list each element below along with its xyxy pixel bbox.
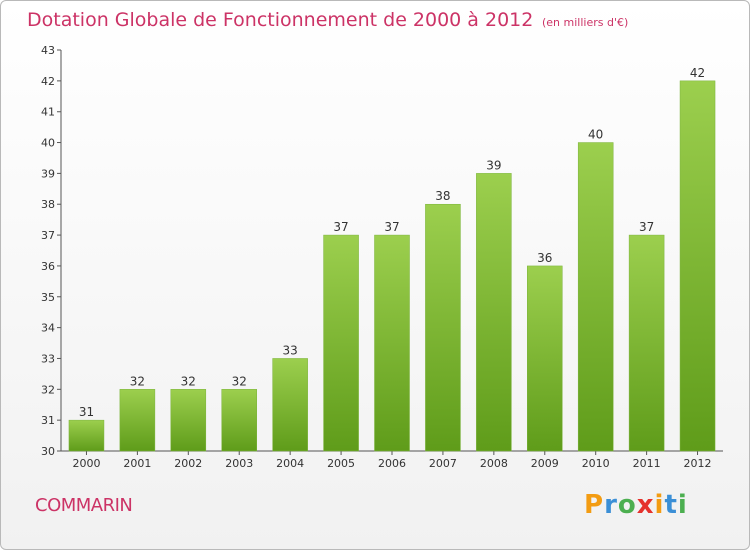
value-label-2012: 42 bbox=[690, 66, 705, 80]
bars bbox=[68, 80, 716, 452]
y-tick-label: 32 bbox=[41, 383, 55, 396]
bar-2009[interactable] bbox=[527, 265, 563, 452]
x-tick-label: 2002 bbox=[174, 457, 202, 470]
bar-2011[interactable] bbox=[628, 234, 665, 452]
bar-2008[interactable] bbox=[476, 173, 512, 452]
x-tick-label: 2003 bbox=[225, 457, 253, 470]
x-tick-label: 2005 bbox=[327, 457, 355, 470]
value-label-2007: 38 bbox=[435, 189, 450, 203]
x-tick-label: 2000 bbox=[72, 457, 100, 470]
logo-letter: i bbox=[677, 490, 688, 520]
y-tick-label: 30 bbox=[41, 445, 55, 458]
y-tick-label: 37 bbox=[41, 229, 55, 242]
y-tick-label: 42 bbox=[41, 75, 55, 88]
x-tick-label: 2007 bbox=[429, 457, 457, 470]
value-label-2001: 32 bbox=[130, 374, 145, 388]
value-labels: 31 32 32 32 33 37 37 38 39 36 40 37 42 bbox=[79, 66, 705, 419]
proxiti-logo[interactable]: Proxiti bbox=[584, 490, 688, 520]
logo-letter: i bbox=[654, 490, 665, 520]
y-tick-label: 35 bbox=[41, 291, 55, 304]
y-tick-label: 39 bbox=[41, 167, 55, 180]
chart-unit: (en milliers d'€) bbox=[542, 16, 629, 29]
value-label-2011: 37 bbox=[639, 220, 654, 234]
value-label-2006: 37 bbox=[384, 220, 399, 234]
bar-2004[interactable] bbox=[272, 358, 308, 452]
y-tick-label: 36 bbox=[41, 260, 55, 273]
bar-2000[interactable] bbox=[68, 419, 105, 452]
x-tick-label: 2004 bbox=[276, 457, 304, 470]
y-tick-label: 34 bbox=[41, 322, 55, 335]
x-tick-label: 2009 bbox=[531, 457, 559, 470]
y-tick-label: 31 bbox=[41, 414, 55, 427]
bar-2007[interactable] bbox=[425, 203, 461, 452]
logo-letter: t bbox=[664, 490, 678, 520]
bar-2012[interactable] bbox=[679, 80, 716, 452]
value-label-2005: 37 bbox=[333, 220, 348, 234]
x-tick-label: 2010 bbox=[582, 457, 610, 470]
commune-name: COMMARIN bbox=[35, 495, 133, 516]
logo-letter: o bbox=[617, 490, 637, 520]
bar-2010[interactable] bbox=[577, 142, 614, 452]
value-label-2010: 40 bbox=[588, 128, 603, 142]
y-tick-label: 41 bbox=[41, 106, 55, 119]
logo-letter: x bbox=[636, 490, 655, 520]
bar-2006[interactable] bbox=[374, 234, 410, 452]
value-label-2000: 31 bbox=[79, 405, 94, 419]
y-tick-label: 43 bbox=[41, 44, 55, 57]
value-label-2002: 32 bbox=[181, 374, 196, 388]
value-label-2004: 33 bbox=[283, 343, 298, 357]
bar-2003[interactable] bbox=[221, 389, 257, 452]
x-tick-label: 2011 bbox=[633, 457, 661, 470]
bar-2005[interactable] bbox=[323, 234, 359, 452]
chart-title: Dotation Globale de Fonctionnement de 20… bbox=[27, 9, 534, 31]
value-label-2003: 32 bbox=[232, 374, 247, 388]
y-tick-label: 38 bbox=[41, 198, 55, 211]
value-label-2009: 36 bbox=[537, 251, 552, 265]
bar-2002[interactable] bbox=[170, 389, 207, 452]
logo-letter: P bbox=[584, 490, 605, 520]
value-label-2008: 39 bbox=[486, 158, 501, 172]
bar-2001[interactable] bbox=[119, 389, 156, 452]
logo-letter: r bbox=[604, 490, 618, 520]
y-tick-label: 40 bbox=[41, 137, 55, 150]
x-tick-label: 2001 bbox=[123, 457, 151, 470]
x-tick-label: 2006 bbox=[378, 457, 406, 470]
y-tick-label: 33 bbox=[41, 352, 55, 365]
x-tick-label: 2008 bbox=[480, 457, 508, 470]
x-tick-label: 2012 bbox=[684, 457, 712, 470]
